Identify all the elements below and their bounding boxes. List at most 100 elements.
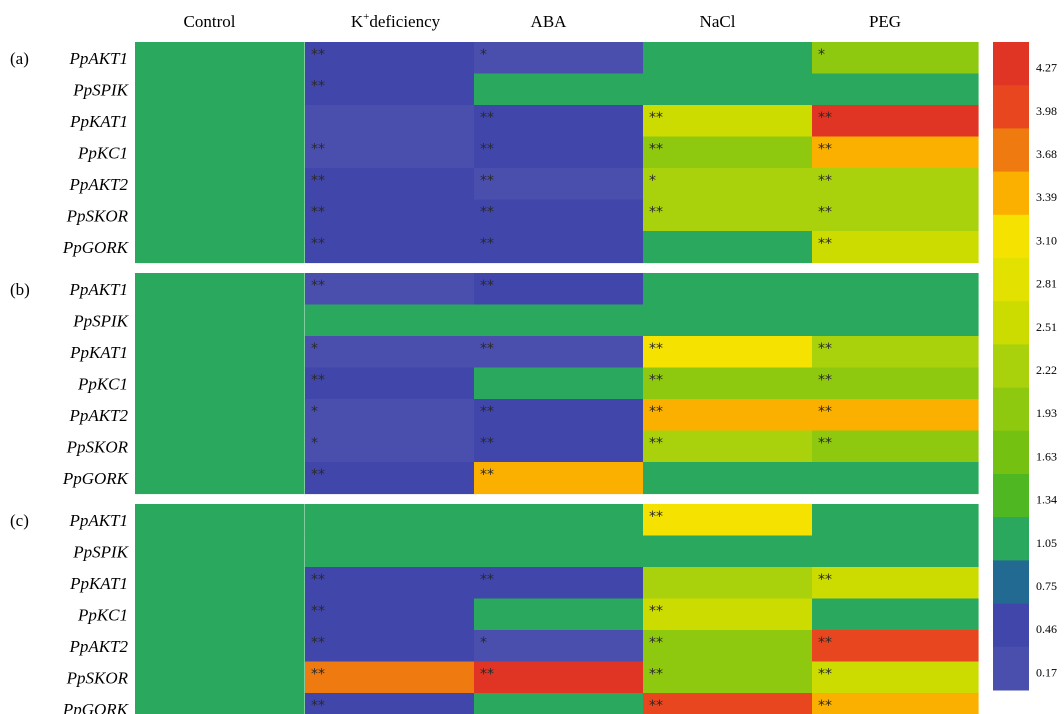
heatmap-cell bbox=[643, 73, 813, 106]
heatmap-cell bbox=[305, 273, 475, 306]
row-label: PpKAT1 bbox=[69, 343, 128, 362]
heatmap-cell bbox=[135, 199, 305, 232]
significance-mark: ** bbox=[480, 205, 494, 221]
heatmap-cell bbox=[135, 367, 305, 400]
heatmap-cell bbox=[305, 367, 475, 400]
heatmap-cell bbox=[135, 661, 305, 694]
significance-mark: ** bbox=[311, 635, 325, 651]
significance-mark: ** bbox=[818, 635, 832, 651]
column-header: ABA bbox=[531, 12, 568, 31]
significance-mark: ** bbox=[480, 278, 494, 294]
column-header: Control bbox=[184, 12, 236, 31]
significance-mark: ** bbox=[480, 110, 494, 126]
heatmap-cell bbox=[135, 567, 305, 600]
heatmap-cell bbox=[305, 535, 475, 568]
significance-mark: ** bbox=[311, 173, 325, 189]
heatmap-cell bbox=[812, 367, 979, 400]
significance-mark: ** bbox=[649, 142, 663, 158]
heatmap-cell bbox=[812, 304, 979, 337]
significance-mark: ** bbox=[480, 404, 494, 420]
heatmap-cell bbox=[812, 168, 979, 201]
heatmap-cell bbox=[643, 42, 813, 75]
significance-mark: ** bbox=[649, 341, 663, 357]
significance-mark: * bbox=[480, 47, 487, 63]
colorbar-segment bbox=[993, 42, 1029, 86]
heatmap-cell bbox=[643, 462, 813, 495]
significance-mark: ** bbox=[649, 404, 663, 420]
heatmap-cell bbox=[305, 231, 475, 264]
significance-mark: ** bbox=[649, 509, 663, 525]
heatmap-cell bbox=[643, 231, 813, 264]
heatmap-cell bbox=[135, 73, 305, 106]
heatmap-cell bbox=[812, 567, 979, 600]
heatmap-cell bbox=[643, 693, 813, 714]
significance-mark: ** bbox=[649, 110, 663, 126]
row-label: PpSPIK bbox=[72, 81, 129, 100]
heatmap-cell bbox=[812, 630, 979, 663]
heatmap-cell bbox=[474, 304, 644, 337]
heatmap-cell bbox=[474, 661, 644, 694]
significance-mark: ** bbox=[818, 373, 832, 389]
heatmap-cell bbox=[135, 42, 305, 75]
row-label: PpAKT1 bbox=[68, 511, 128, 530]
colorbar-tick-label: 2.22 bbox=[1036, 363, 1057, 377]
significance-mark: ** bbox=[480, 142, 494, 158]
colorbar-tick-label: 1.63 bbox=[1036, 449, 1057, 463]
heatmap-cell bbox=[305, 42, 475, 75]
heatmap-cell bbox=[135, 168, 305, 201]
colorbar-segment bbox=[993, 214, 1029, 259]
heatmap-cell bbox=[474, 367, 644, 400]
heatmap-cell bbox=[812, 661, 979, 694]
row-label: PpKAT1 bbox=[69, 112, 128, 131]
heatmap-cell bbox=[474, 231, 644, 264]
significance-mark: ** bbox=[480, 572, 494, 588]
significance-mark: ** bbox=[480, 341, 494, 357]
heatmap-cell bbox=[812, 42, 979, 75]
heatmap-cell bbox=[305, 136, 475, 169]
heatmap-cell bbox=[474, 630, 644, 663]
row-label: PpSPIK bbox=[72, 312, 129, 331]
heatmap-cell bbox=[305, 462, 475, 495]
heatmap-cell bbox=[135, 304, 305, 337]
colorbar-segment bbox=[993, 171, 1029, 216]
heatmap-cell bbox=[643, 199, 813, 232]
significance-mark: ** bbox=[311, 667, 325, 683]
heatmap-cell bbox=[643, 336, 813, 369]
heatmap-cell bbox=[474, 504, 644, 537]
heatmap-cell bbox=[474, 73, 644, 106]
colorbar-segment bbox=[993, 560, 1029, 605]
colorbar-tick-label: 3.98 bbox=[1036, 104, 1057, 118]
significance-mark: ** bbox=[480, 667, 494, 683]
row-label: PpAKT1 bbox=[68, 49, 128, 68]
significance-mark: ** bbox=[818, 698, 832, 714]
heatmap-cell bbox=[643, 661, 813, 694]
significance-mark: ** bbox=[818, 173, 832, 189]
heatmap-cell bbox=[812, 336, 979, 369]
row-label: PpSKOR bbox=[66, 207, 129, 226]
significance-mark: ** bbox=[649, 604, 663, 620]
colorbar-tick-label: 0.46 bbox=[1036, 622, 1057, 636]
colorbar-segment bbox=[993, 474, 1029, 518]
heatmap-cell bbox=[135, 462, 305, 495]
column-header: NaCl bbox=[700, 12, 736, 31]
significance-mark: * bbox=[311, 341, 318, 357]
significance-mark: ** bbox=[818, 572, 832, 588]
panel-label: (b) bbox=[10, 280, 30, 299]
heatmap-cell bbox=[135, 273, 305, 306]
significance-mark: * bbox=[818, 47, 825, 63]
colorbar-segment bbox=[993, 85, 1029, 129]
heatmap-cell bbox=[305, 105, 475, 138]
colorbar-segment bbox=[993, 128, 1029, 173]
colorbar-segment bbox=[993, 517, 1029, 561]
heatmap-cell bbox=[474, 430, 644, 463]
significance-mark: ** bbox=[480, 436, 494, 452]
colorbar-tick-label: 1.93 bbox=[1036, 406, 1057, 420]
colorbar-tick-label: 4.27 bbox=[1036, 61, 1057, 75]
row-label: PpKAT1 bbox=[69, 574, 128, 593]
panel-label: (c) bbox=[10, 511, 29, 530]
heatmap-cell bbox=[305, 168, 475, 201]
heatmap-cell bbox=[812, 504, 979, 537]
k-symbol: K bbox=[351, 12, 364, 31]
significance-mark: ** bbox=[311, 373, 325, 389]
